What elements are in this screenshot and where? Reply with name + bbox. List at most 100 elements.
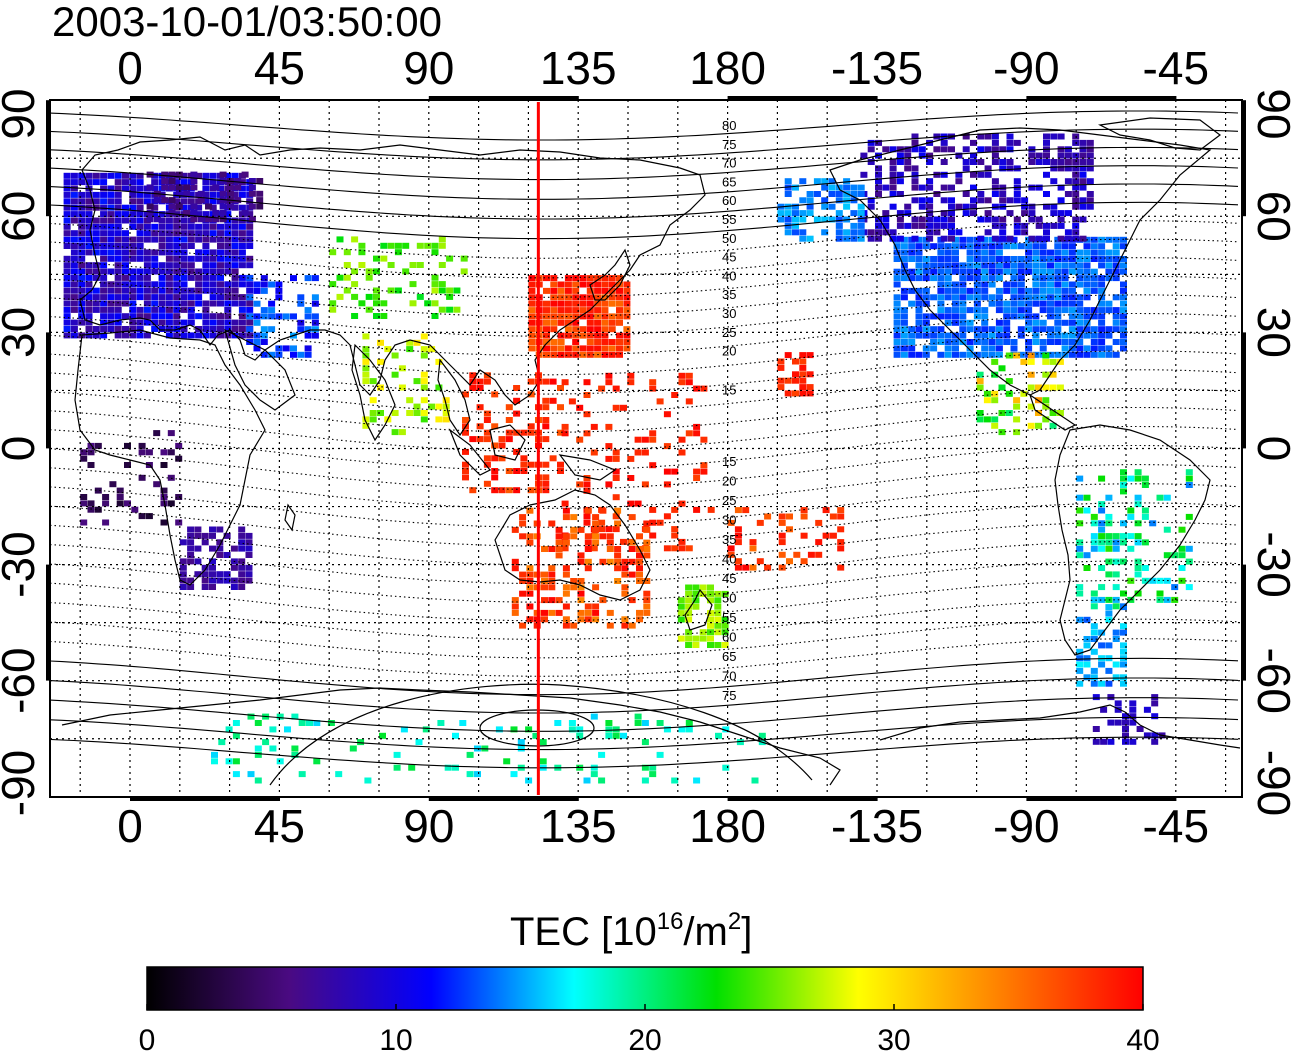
tec-pixel: [1114, 706, 1122, 713]
tec-pixel: [202, 332, 210, 339]
tec-pixel: [970, 139, 977, 146]
tec-pixel: [209, 262, 217, 269]
tec-pixel: [1057, 197, 1065, 204]
tec-pixel: [80, 449, 88, 456]
tec-pixel: [180, 249, 188, 256]
tec-pixel: [268, 300, 276, 307]
tec-pixel: [526, 584, 534, 591]
tec-pixel: [857, 191, 865, 197]
tec-pixel: [1090, 674, 1098, 681]
tec-pixel: [579, 332, 587, 339]
tec-pixel: [146, 209, 154, 216]
tec-pixel: [930, 339, 938, 345]
tec-pixel: [584, 616, 592, 623]
tec-pixel: [180, 179, 188, 186]
tec-pixel: [671, 777, 679, 784]
tec-pixel: [915, 300, 923, 307]
tec-pixel: [1017, 326, 1025, 333]
tec-pixel: [1043, 159, 1050, 165]
tec-pixel: [837, 564, 845, 571]
tec-pixel: [649, 379, 657, 386]
longitude-tick-top: -135: [831, 42, 923, 94]
tec-pixel: [136, 185, 144, 192]
tec-pixel: [1068, 249, 1076, 256]
tec-pixel: [606, 622, 614, 629]
tec-pixel: [151, 262, 159, 269]
tec-pixel: [238, 255, 246, 262]
tec-pixel: [1114, 719, 1122, 726]
tec-pixel: [78, 319, 86, 326]
tec-pixel: [1076, 661, 1084, 668]
tec-pixel: [525, 726, 533, 733]
tec-pixel: [1076, 616, 1084, 623]
frame-tick-top: [727, 96, 878, 101]
tec-pixel: [594, 300, 602, 307]
tec-pixel: [219, 216, 227, 223]
tec-pixel: [462, 468, 469, 474]
tec-pixel: [187, 287, 195, 294]
tec-pixel: [663, 411, 671, 418]
tec-pixel: [543, 345, 550, 352]
tec-pixel: [201, 564, 209, 571]
tec-pixel: [685, 584, 693, 591]
tec-pixel: [122, 326, 129, 332]
tec-pixel: [63, 306, 71, 313]
longitude-tick-bottom: 90: [403, 800, 454, 852]
tec-pixel: [1076, 351, 1084, 358]
tec-pixel: [202, 172, 210, 179]
tec-pixel: [692, 642, 700, 648]
tec-pixel: [562, 622, 570, 629]
tec-pixel: [918, 222, 926, 229]
tec-pixel: [1122, 732, 1129, 739]
tec-pixel: [526, 590, 534, 597]
tec-pixel: [420, 416, 428, 423]
tec-pixel: [601, 275, 609, 282]
tec-pixel: [231, 326, 239, 332]
contour-label-north: 15: [722, 382, 736, 397]
tec-pixel: [937, 300, 945, 307]
tec-pixel: [100, 255, 108, 262]
tec-pixel: [1156, 577, 1164, 584]
tec-pixel: [138, 442, 146, 449]
tec-pixel: [329, 249, 337, 256]
tec-pixel: [976, 378, 984, 385]
tec-pixel: [1112, 603, 1120, 610]
tec-pixel: [151, 236, 159, 243]
tec-pixel: [195, 236, 203, 243]
tec-pixel: [592, 616, 600, 623]
tec-pixel: [246, 281, 254, 288]
tec-pixel: [678, 500, 686, 507]
tec-pixel: [373, 268, 380, 275]
tec-pixel: [590, 771, 598, 778]
tec-pixel: [1098, 680, 1106, 687]
tec-pixel: [896, 222, 904, 229]
tec-pixel: [904, 159, 912, 165]
tec-pixel: [685, 642, 693, 648]
tec-pixel: [438, 236, 446, 243]
tec-pixel: [621, 622, 629, 629]
tec-pixel: [1035, 159, 1043, 165]
tec-pixel: [621, 584, 629, 591]
tec-pixel: [519, 520, 527, 527]
tec-pixel: [1035, 235, 1043, 242]
tec-pixel: [406, 397, 414, 404]
tec-pixel: [313, 758, 321, 765]
tec-pixel: [777, 384, 785, 391]
tec-pixel: [238, 230, 246, 237]
tec-pixel: [627, 500, 635, 507]
tec-pixel: [1025, 326, 1033, 333]
tec-pixel: [564, 307, 572, 314]
tec-pixel: [209, 545, 216, 552]
tec-pixel: [92, 326, 100, 332]
tec-pixel: [1042, 416, 1050, 423]
tec-pixel: [100, 249, 108, 256]
tec-pixel: [173, 281, 181, 288]
tec-pixel: [224, 268, 232, 275]
tec-pixel: [231, 191, 239, 198]
tec-pixel: [168, 203, 176, 210]
tec-pixel: [1076, 294, 1084, 301]
tec-pixel: [1090, 680, 1098, 687]
tec-pixel: [1076, 300, 1084, 307]
tec-pixel: [983, 397, 991, 404]
tec-pixel: [561, 423, 569, 430]
